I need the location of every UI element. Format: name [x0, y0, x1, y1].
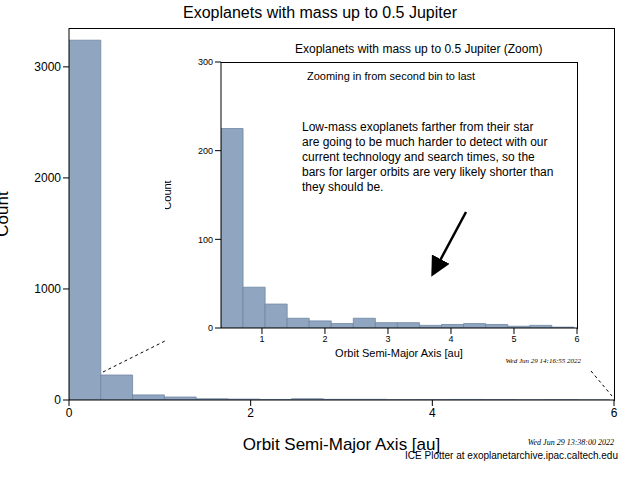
html-text:Exoplanets with mass up to 0.5: Exoplanets with mass up to 0.5 Jupiter (…	[295, 42, 543, 56]
svg-text:2: 2	[322, 334, 327, 344]
svg-text:2000: 2000	[34, 171, 61, 185]
svg-text:1000: 1000	[34, 282, 61, 296]
svg-text:Count: Count	[8, 191, 12, 237]
html-text:Wed Jun 29 13:38:00 2022: Wed Jun 29 13:38:00 2022	[527, 438, 614, 447]
svg-text:Orbit Semi-Major Axis [au]: Orbit Semi-Major Axis [au]	[335, 347, 463, 359]
svg-text:0: 0	[66, 406, 73, 420]
svg-text:0: 0	[54, 393, 61, 407]
svg-text:1: 1	[259, 334, 264, 344]
svg-text:200: 200	[198, 146, 213, 156]
svg-text:300: 300	[198, 57, 213, 67]
svg-text:3000: 3000	[34, 60, 61, 74]
svg-text:100: 100	[198, 235, 213, 245]
svg-text:5: 5	[511, 334, 516, 344]
html-text:ICE Plotter at exoplanetarchiv: ICE Plotter at exoplanetarchive.ipac.cal…	[405, 450, 618, 461]
svg-text:6: 6	[611, 406, 618, 420]
html-text:Wed Jun 29 14:16:55 2022: Wed Jun 29 14:16:55 2022	[505, 357, 581, 365]
svg-text:3: 3	[385, 334, 390, 344]
html-text:Zooming in from second bin to: Zooming in from second bin to last	[307, 70, 476, 82]
svg-text:2: 2	[247, 406, 254, 420]
html-text:Low-mass exoplanets farther fr: Low-mass exoplanets farther from their s…	[302, 120, 554, 194]
html-text:Exoplanets with mass up to 0.5: Exoplanets with mass up to 0.5 Jupiter	[183, 4, 457, 21]
svg-text:0: 0	[208, 323, 213, 333]
svg-text:4: 4	[448, 334, 453, 344]
svg-text:Count: Count	[165, 180, 173, 209]
svg-text:4: 4	[429, 406, 436, 420]
svg-text:6: 6	[574, 334, 579, 344]
svg-text:Orbit Semi-Major Axis [au]: Orbit Semi-Major Axis [au]	[242, 435, 441, 454]
